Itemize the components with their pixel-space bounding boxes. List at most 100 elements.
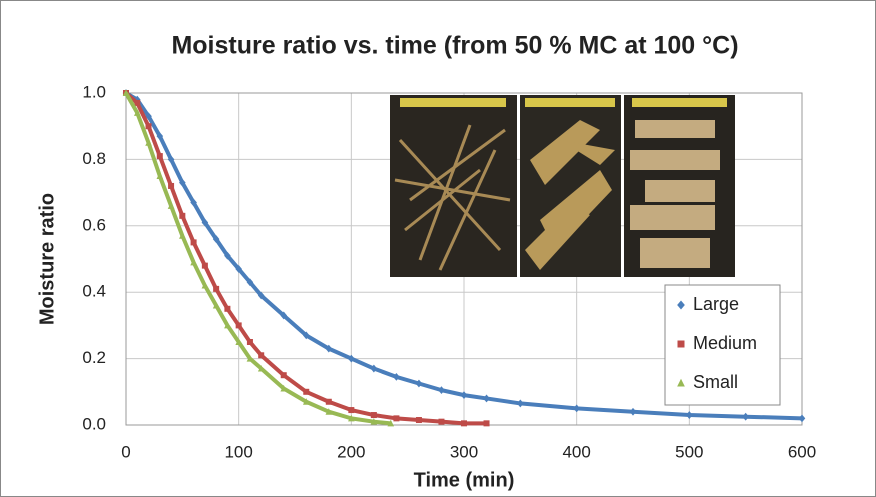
marker (134, 99, 141, 106)
marker (201, 281, 209, 289)
ruler (525, 98, 615, 107)
photo-inset (390, 95, 735, 277)
x-tick-label: 0 (121, 442, 130, 461)
marker (370, 418, 378, 425)
marker (224, 321, 231, 329)
x-tick-label: 100 (224, 442, 252, 461)
marker (257, 291, 265, 300)
marker (483, 420, 490, 427)
x-tick-label: 500 (675, 442, 703, 461)
legend: Large Medium Small (664, 284, 781, 406)
marker (167, 202, 175, 209)
y-tick-label: 1.0 (82, 82, 106, 101)
marker (179, 232, 186, 239)
marker (190, 258, 197, 266)
chips (394, 124, 511, 271)
marker (156, 153, 163, 160)
y-tick-label: 0.0 (82, 414, 106, 433)
marker (179, 212, 186, 219)
marker (303, 388, 310, 395)
marker (677, 300, 685, 310)
marker (798, 414, 806, 423)
marker (235, 338, 242, 345)
marker (280, 311, 288, 320)
marker (246, 278, 254, 287)
marker (224, 305, 231, 312)
x-tick-label: 300 (450, 442, 478, 461)
chips (630, 120, 720, 268)
legend-label: Large (693, 294, 739, 314)
y-tick-label: 0.2 (82, 348, 106, 367)
marker (348, 407, 355, 414)
marker (212, 301, 220, 309)
y-tick-label: 0.6 (82, 215, 106, 234)
marker (629, 407, 637, 416)
marker (145, 123, 152, 130)
marker (201, 262, 208, 269)
marker (461, 420, 467, 427)
marker (438, 418, 445, 425)
marker (460, 391, 468, 400)
marker (438, 386, 445, 395)
marker (686, 411, 693, 419)
marker (677, 378, 685, 387)
marker (246, 355, 254, 362)
marker (133, 109, 141, 116)
chips (525, 120, 615, 270)
marker (235, 265, 242, 273)
ruler (632, 98, 727, 107)
marker (325, 344, 333, 353)
marker (387, 419, 395, 427)
marker (348, 354, 355, 363)
marker (370, 364, 378, 373)
ruler (400, 98, 506, 107)
marker (393, 415, 400, 422)
marker (415, 417, 422, 424)
marker (370, 412, 377, 419)
marker (168, 182, 175, 189)
marker (573, 404, 580, 413)
y-tick-label: 0.4 (82, 282, 106, 301)
marker (677, 340, 685, 348)
marker (190, 198, 197, 207)
marker (302, 331, 310, 340)
marker (156, 132, 164, 141)
marker (280, 384, 288, 392)
marker (179, 178, 186, 187)
marker (122, 89, 130, 96)
marker (213, 285, 220, 292)
marker (224, 251, 231, 260)
marker (167, 155, 175, 164)
marker (145, 112, 152, 121)
x-axis-label: Time (min) (414, 469, 515, 491)
y-axis-label: Moisture ratio (36, 193, 58, 325)
marker (483, 394, 490, 403)
marker (201, 218, 209, 227)
marker (325, 398, 332, 405)
marker (145, 139, 152, 146)
marker (257, 364, 265, 372)
marker (742, 412, 749, 421)
chart-title: Moisture ratio vs. time (from 50 % MC at… (171, 32, 738, 60)
marker (348, 414, 355, 422)
marker (156, 172, 164, 179)
legend-label: Medium (693, 333, 757, 353)
x-tick-label: 400 (562, 442, 590, 461)
marker (302, 398, 310, 405)
marker (415, 379, 423, 388)
marker (246, 339, 253, 345)
marker (190, 239, 197, 246)
plot-marks (122, 89, 806, 427)
y-tick-label: 0.8 (82, 149, 106, 168)
marker (212, 235, 220, 243)
legend-label: Small (693, 372, 738, 392)
marker (517, 399, 524, 408)
x-tick-label: 200 (337, 442, 365, 461)
marker (325, 408, 333, 415)
x-tick-label: 600 (788, 442, 816, 461)
marker (393, 372, 400, 381)
marker (280, 372, 287, 379)
marker (258, 352, 265, 359)
marker (235, 322, 242, 329)
